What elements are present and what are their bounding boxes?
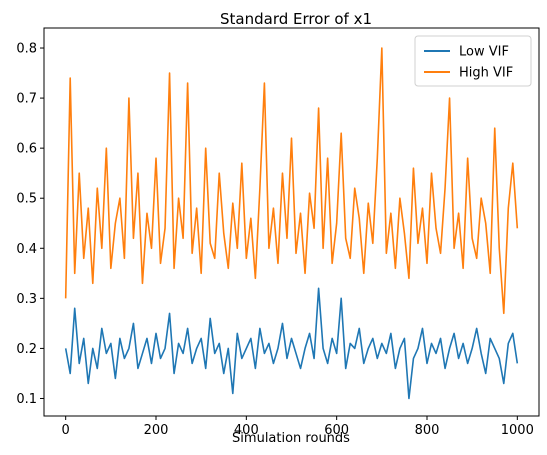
plot-frame xyxy=(43,27,540,417)
y-tick-label: 0.1 xyxy=(16,392,37,407)
x-axis: 0 200 400 600 800 1000 xyxy=(62,416,534,438)
legend-label: Low VIF xyxy=(459,45,509,60)
legend-label: High VIF xyxy=(459,66,513,81)
x-tick-label: 800 xyxy=(415,423,440,438)
legend: Low VIF High VIF xyxy=(414,35,532,87)
legend-box xyxy=(414,35,532,87)
y-tick-label: 0.8 xyxy=(16,42,37,57)
y-tick-label: 0.3 xyxy=(16,292,37,307)
series-layer xyxy=(64,47,519,400)
y-tick-label: 0.7 xyxy=(16,92,37,107)
y-tick-label: 0.5 xyxy=(16,192,37,207)
y-tick-label: 0.2 xyxy=(16,342,37,357)
x-axis-title: Simulation rounds xyxy=(232,431,350,446)
series-line-low-vif xyxy=(64,287,519,400)
series-line-high-vif xyxy=(64,47,519,315)
x-tick-label: 200 xyxy=(144,423,169,438)
y-tick-label: 0.6 xyxy=(16,142,37,157)
y-axis: 0.1 0.2 0.3 0.4 0.5 0.6 0.7 0.8 xyxy=(16,42,44,407)
x-tick-label: 0 xyxy=(62,423,70,438)
x-tick-label: 600 xyxy=(324,423,349,438)
x-tick-label: 1000 xyxy=(501,423,534,438)
x-tick-label: 400 xyxy=(234,423,259,438)
chart-title: Standard Error of x1 xyxy=(220,10,372,28)
y-tick-label: 0.4 xyxy=(16,242,37,257)
